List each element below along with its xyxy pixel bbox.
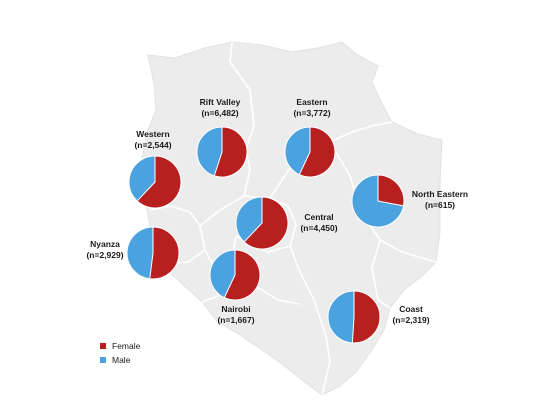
label-nairobi: Nairobi (n=1,667) [217, 304, 255, 325]
pie-western [128, 155, 182, 209]
pie-coast [327, 290, 381, 344]
pie-slice-female-rift-valley [213, 126, 248, 178]
pie-slice-female-central [243, 196, 289, 250]
legend-item-male: Male [100, 353, 140, 367]
label-western: Western (n=2,544) [134, 129, 172, 150]
pie-slice-female-coast [351, 290, 381, 344]
pie-north-eastern [351, 174, 405, 228]
legend-item-female: Female [100, 339, 140, 353]
pie-rift-valley [196, 126, 248, 178]
legend-label-female: Female [112, 341, 141, 351]
legend-swatch-female [100, 343, 106, 349]
label-nyanza: Nyanza (n=2,929) [86, 239, 124, 260]
label-eastern: Eastern (n=3,772) [293, 97, 331, 118]
label-central: Central (n=4,450) [300, 212, 338, 233]
pie-central [235, 196, 289, 250]
pie-slice-female-north-eastern [377, 174, 405, 207]
label-north-eastern: North Eastern (n=615) [411, 189, 469, 210]
label-coast: Coast (n=2,319) [392, 304, 430, 325]
pie-slice-female-eastern [298, 126, 336, 178]
pie-slice-female-nyanza [149, 226, 180, 280]
legend-label-male: Male [112, 355, 131, 365]
pie-nairobi [209, 249, 261, 301]
legend: Female Male [100, 339, 140, 367]
legend-swatch-male [100, 357, 106, 363]
pie-slice-female-nairobi [223, 249, 261, 301]
label-rift-valley: Rift Valley (n=6,482) [199, 97, 241, 118]
pie-eastern [284, 126, 336, 178]
pie-nyanza [126, 226, 180, 280]
pie-slice-female-western [136, 155, 182, 209]
